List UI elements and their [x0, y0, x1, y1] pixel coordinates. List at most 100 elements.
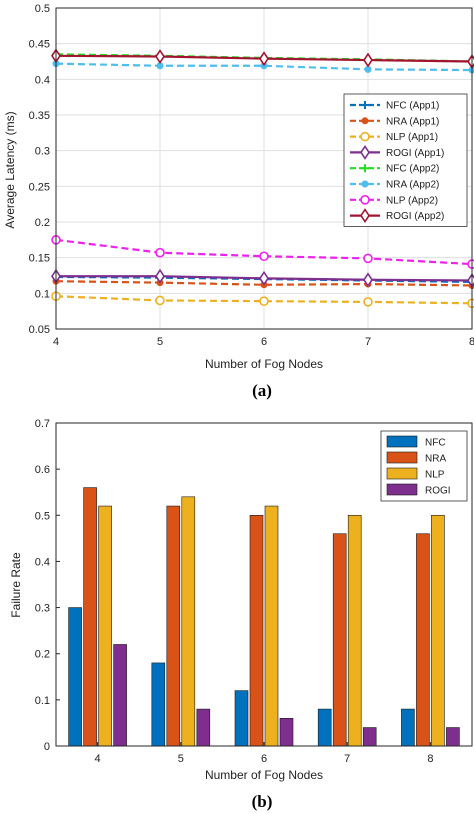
failure-legend: NFC NRA NLP ROGI	[380, 430, 468, 502]
latency-legend-entry: ROGI (App1)	[350, 144, 444, 160]
latency-data-point	[155, 295, 165, 306]
latency-legend-label: ROGI (App2)	[386, 211, 444, 222]
latency-legend-marker	[361, 164, 369, 173]
latency-data-point	[155, 268, 165, 284]
failure-bar	[249, 514, 264, 747]
failure-bar	[98, 505, 112, 747]
failure-x-axis-label: Number of Fog Nodes	[205, 768, 323, 782]
failure-y-tick-label: 0.4	[35, 556, 50, 568]
latency-series-path	[55, 238, 473, 266]
failure-bar	[166, 505, 181, 747]
latency-y-tick-label: 0.2	[35, 217, 50, 229]
latency-legend: NFC (App1) NRA (App1) NLP (App1) ROGI (App1…	[343, 93, 468, 227]
latency-y-tick-label: 0.35	[29, 110, 50, 122]
failure-bar	[416, 533, 430, 747]
latency-x-axis-label: Number of Fog Nodes	[205, 357, 323, 371]
failure-y-tick-label: 0.2	[35, 649, 50, 661]
panel-a-caption: (a)	[252, 381, 272, 400]
failure-x-tick-label: 5	[178, 753, 184, 765]
latency-x-tick-label: 6	[261, 336, 267, 348]
failure-legend-label: NFC	[425, 438, 446, 449]
latency-legend-entry: NRA (App1)	[350, 116, 439, 127]
latency-x-tick-label: 8	[469, 336, 474, 348]
latency-legend-label: NRA (App2)	[386, 180, 439, 191]
panel-b-caption: (b)	[252, 792, 273, 811]
failure-legend-entry: NFC	[386, 435, 446, 449]
latency-legend-marker	[360, 131, 370, 142]
latency-y-tick-label: 0.05	[29, 324, 50, 336]
latency-legend-marker	[360, 195, 370, 205]
failure-bar	[431, 514, 445, 747]
latency-y-tick-label: 0.4	[35, 74, 50, 86]
failure-legend-entry: NLP	[386, 467, 445, 481]
latency-data-point	[467, 298, 474, 309]
failure-legend-label: NLP	[425, 470, 445, 481]
latency-legend-label: NFC (App1)	[386, 101, 439, 112]
failure-bar	[279, 718, 294, 747]
latency-data-point	[363, 272, 373, 288]
latency-legend-marker	[360, 208, 370, 224]
latency-data-point	[363, 297, 373, 307]
failure-bar	[83, 487, 97, 747]
latency-series-path	[55, 62, 473, 72]
latency-y-tick-label: 0.25	[29, 181, 50, 193]
failure-y-tick-label: 0.7	[35, 418, 50, 430]
failure-bar	[151, 662, 166, 747]
latency-y-tick-label: 0.3	[35, 146, 50, 158]
failure-y-tick-label: 0.3	[35, 603, 50, 615]
latency-series-path	[55, 280, 473, 287]
latency-legend-entry: NFC (App1)	[350, 101, 439, 112]
latency-series-line	[51, 48, 474, 69]
latency-y-tick-label: 0.5	[35, 3, 50, 15]
latency-chart: 0.05 0.1 0.15 0.2 0.25 0.3 0.35 0.4 0.45 0.5 4 5 6 7 8…	[3, 3, 474, 400]
latency-x-tick-label: 7	[365, 336, 371, 348]
latency-legend-marker	[361, 180, 369, 188]
failure-bar	[317, 708, 332, 747]
latency-y-tick-label: 0.45	[29, 39, 50, 51]
failure-legend-label: ROGI	[425, 486, 451, 497]
latency-y-tick-label: 0.1	[35, 288, 50, 300]
latency-data-point	[259, 270, 269, 286]
latency-data-point	[363, 253, 373, 264]
latency-legend-entry: NRA (App2)	[350, 180, 439, 191]
failure-bar	[332, 533, 347, 747]
latency-axes-box	[55, 7, 473, 330]
latency-legend-entry: ROGI (App2)	[350, 208, 444, 224]
failure-bar	[113, 644, 127, 747]
failure-legend-swatch	[386, 451, 418, 464]
failure-bar	[347, 514, 362, 747]
latency-data-point	[155, 247, 165, 258]
failure-legend-swatch	[386, 483, 418, 496]
latency-legend-label: NLP (App2)	[386, 195, 438, 206]
latency-x-tick-label: 5	[157, 336, 163, 348]
latency-legend-marker	[361, 117, 369, 125]
failure-bar	[68, 607, 82, 747]
latency-legend-label: ROGI (App1)	[386, 148, 444, 159]
latency-data-point	[259, 51, 269, 67]
latency-legend-entry: NLP (App2)	[350, 195, 438, 206]
failure-x-tick-label: 6	[261, 753, 267, 765]
latency-legend-box	[343, 93, 468, 227]
failure-y-tick-label: 0	[44, 741, 50, 753]
latency-legend-entry: NFC (App2)	[350, 164, 439, 175]
latency-data-point	[155, 49, 165, 64]
latency-legend-marker	[360, 144, 370, 160]
latency-legend-label: NRA (App1)	[386, 116, 439, 127]
latency-data-point	[467, 259, 474, 269]
latency-data-point	[259, 296, 269, 306]
latency-y-tick-label: 0.15	[29, 253, 50, 265]
failure-legend-swatch	[386, 435, 418, 448]
failure-bar	[264, 505, 279, 747]
failure-bar	[196, 708, 211, 747]
failure-legend-entry: NRA	[386, 451, 446, 465]
failure-tick-labels: 0 0.1 0.2 0.3 0.4 0.5 0.6 0.7 4 5 6 7 8	[35, 418, 434, 765]
latency-legend-label: NLP (App1)	[386, 132, 438, 143]
failure-y-tick-label: 0.1	[35, 695, 50, 707]
failure-x-tick-label: 7	[344, 753, 350, 765]
latency-series	[51, 48, 474, 309]
latency-data-point	[259, 251, 269, 262]
failure-legend-label: NRA	[425, 454, 446, 465]
latency-legend-entry: NLP (App1)	[350, 131, 438, 143]
latency-x-tick-label: 4	[53, 336, 59, 348]
